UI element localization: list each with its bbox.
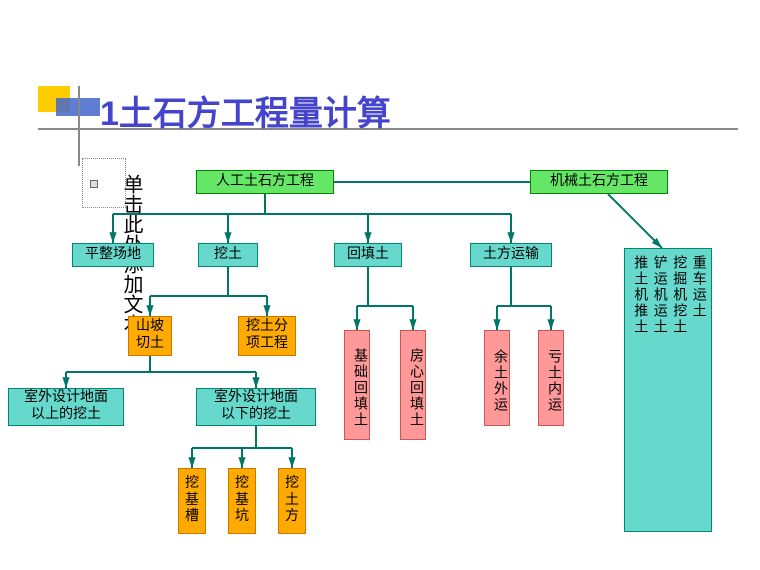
flowchart-node-n4: 挖土 <box>198 243 258 267</box>
flowchart-node-n9: 室外设计地面以上的挖土 <box>8 388 124 426</box>
flowchart-node-n11: 挖基槽 <box>178 468 206 534</box>
flowchart-node-n7: 山坡切土 <box>128 316 172 356</box>
flowchart-node-n13: 挖土方 <box>278 468 306 534</box>
flowchart-node-n10: 室外设计地面以下的挖土 <box>196 388 316 426</box>
page-title: 1土石方工程量计算 <box>100 86 391 135</box>
flowchart-node-v1: 基础回填土 <box>344 330 370 440</box>
flowchart-node-v5: 推土机推土铲运机运土挖掘机挖土重车运土 <box>624 248 712 532</box>
flowchart-node-n2: 机械土石方工程 <box>530 170 668 194</box>
flowchart-node-v4: 亏土内运 <box>538 330 564 426</box>
flowchart-node-n8: 挖土分项工程 <box>238 316 296 356</box>
flowchart-node-v3: 余土外运 <box>484 330 510 426</box>
flowchart-node-n1: 人工土石方工程 <box>196 170 334 194</box>
bullet-icon <box>90 180 98 188</box>
flowchart-node-n12: 挖基坑 <box>228 468 256 534</box>
flowchart-node-n6: 土方运输 <box>470 243 552 267</box>
flowchart-node-n5: 回填土 <box>334 243 402 267</box>
flowchart-node-n3: 平整场地 <box>72 243 154 267</box>
deco-vline <box>78 86 80 166</box>
flowchart-node-v2: 房心回填土 <box>400 330 426 440</box>
